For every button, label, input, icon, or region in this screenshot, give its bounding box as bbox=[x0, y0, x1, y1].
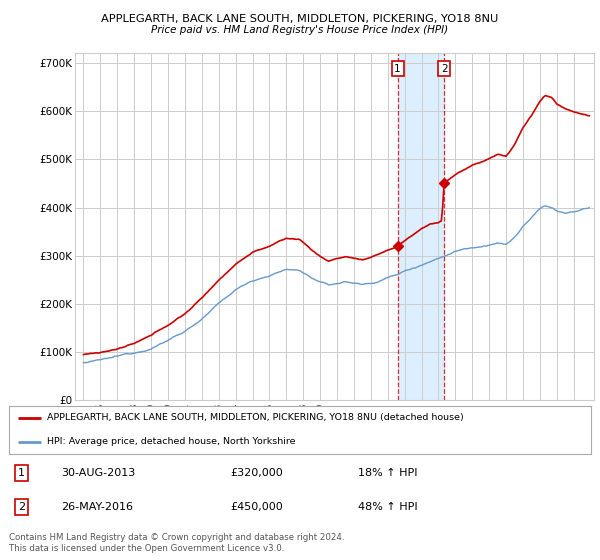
Text: £450,000: £450,000 bbox=[230, 502, 283, 512]
Text: 1: 1 bbox=[19, 468, 25, 478]
Text: 30-AUG-2013: 30-AUG-2013 bbox=[61, 468, 136, 478]
Text: 2: 2 bbox=[441, 64, 448, 74]
Text: 2: 2 bbox=[18, 502, 25, 512]
Text: 26-MAY-2016: 26-MAY-2016 bbox=[61, 502, 133, 512]
Text: £320,000: £320,000 bbox=[230, 468, 283, 478]
Text: 48% ↑ HPI: 48% ↑ HPI bbox=[358, 502, 418, 512]
Text: APPLEGARTH, BACK LANE SOUTH, MIDDLETON, PICKERING, YO18 8NU: APPLEGARTH, BACK LANE SOUTH, MIDDLETON, … bbox=[101, 14, 499, 24]
Text: Price paid vs. HM Land Registry's House Price Index (HPI): Price paid vs. HM Land Registry's House … bbox=[151, 25, 449, 35]
Text: 18% ↑ HPI: 18% ↑ HPI bbox=[358, 468, 418, 478]
Bar bbox=[398, 53, 444, 400]
Text: APPLEGARTH, BACK LANE SOUTH, MIDDLETON, PICKERING, YO18 8NU (detached house): APPLEGARTH, BACK LANE SOUTH, MIDDLETON, … bbox=[47, 413, 464, 422]
Text: Contains HM Land Registry data © Crown copyright and database right 2024.
This d: Contains HM Land Registry data © Crown c… bbox=[9, 533, 344, 553]
Text: 1: 1 bbox=[394, 64, 401, 74]
Text: HPI: Average price, detached house, North Yorkshire: HPI: Average price, detached house, Nort… bbox=[47, 437, 295, 446]
